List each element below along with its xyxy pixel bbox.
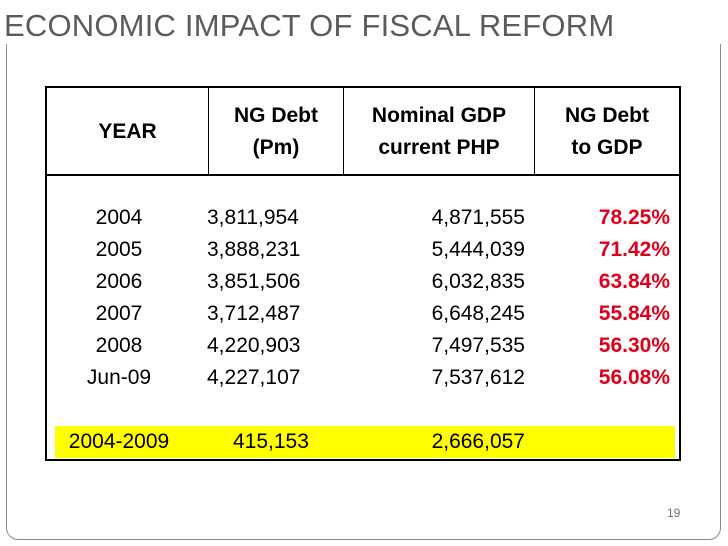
cell-debt: 3,888,231	[207, 238, 301, 261]
cell-year: 2005	[95, 238, 143, 261]
total-period: 2004-2009	[68, 430, 170, 453]
header-line2: current PHP	[378, 136, 500, 159]
header-line2: to GDP	[571, 136, 643, 159]
cell-year: Jun-09	[86, 366, 152, 389]
column-divider	[534, 88, 535, 174]
cell-year: 2008	[95, 334, 143, 357]
cell-debt: 4,227,107	[207, 366, 301, 389]
header-line1: Nominal GDP	[371, 104, 507, 127]
cell-ratio: 56.30%	[598, 334, 670, 357]
cell-debt: 4,220,903	[207, 334, 301, 357]
header-year: YEAR	[47, 94, 208, 170]
column-divider	[208, 88, 209, 174]
cell-year: 2007	[95, 302, 143, 325]
cell-ratio: 63.84%	[598, 270, 670, 293]
table-row: 2006 3,851,506 6,032,835 63.84%	[47, 266, 679, 298]
total-debt: 415,153	[233, 430, 309, 453]
slide-frame	[6, 44, 721, 540]
table-row: 2004 3,811,954 4,871,555 78.25%	[47, 202, 679, 234]
table-row: 2007 3,712,487 6,648,245 55.84%	[47, 298, 679, 330]
cell-ratio: 78.25%	[598, 206, 670, 229]
total-row-highlight	[55, 426, 675, 458]
table-row: Jun-09 4,227,107 7,537,612 56.08%	[47, 362, 679, 394]
cell-gdp: 6,032,835	[431, 270, 525, 293]
fiscal-table: YEAR NG Debt (Pm) Nominal GDP current PH…	[45, 86, 681, 461]
table-row: 2008 4,220,903 7,497,535 56.30%	[47, 330, 679, 362]
cell-year: 2006	[95, 270, 143, 293]
page-number: 19	[667, 506, 681, 520]
cell-gdp: 4,871,555	[431, 206, 525, 229]
slide-title: ECONOMIC IMPACT OF FISCAL REFORM	[4, 8, 615, 43]
cell-ratio: 71.42%	[598, 238, 670, 261]
header-line1: NG Debt	[234, 104, 318, 127]
header-line1: NG Debt	[565, 104, 649, 127]
header-ng-debt: NG Debt (Pm)	[209, 94, 343, 170]
column-divider	[343, 88, 344, 174]
cell-debt: 3,712,487	[207, 302, 301, 325]
header-nominal-gdp: Nominal GDP current PHP	[344, 94, 534, 170]
cell-debt: 3,811,954	[207, 206, 299, 229]
header-line2: (Pm)	[252, 136, 300, 159]
cell-gdp: 7,537,612	[431, 366, 525, 389]
header-debt-to-gdp: NG Debt to GDP	[535, 94, 679, 170]
total-gdp: 2,666,057	[431, 430, 525, 453]
cell-gdp: 7,497,535	[431, 334, 525, 357]
header-line2: YEAR	[98, 120, 157, 143]
cell-ratio: 56.08%	[598, 366, 670, 389]
cell-year: 2004	[95, 206, 143, 229]
cell-ratio: 55.84%	[598, 302, 670, 325]
header-divider	[47, 174, 679, 176]
table-row: 2005 3,888,231 5,444,039 71.42%	[47, 234, 679, 266]
cell-debt: 3,851,506	[207, 270, 301, 293]
total-row: 2004-2009 415,153 2,666,057	[47, 426, 679, 458]
cell-gdp: 5,444,039	[431, 238, 525, 261]
cell-gdp: 6,648,245	[431, 302, 525, 325]
